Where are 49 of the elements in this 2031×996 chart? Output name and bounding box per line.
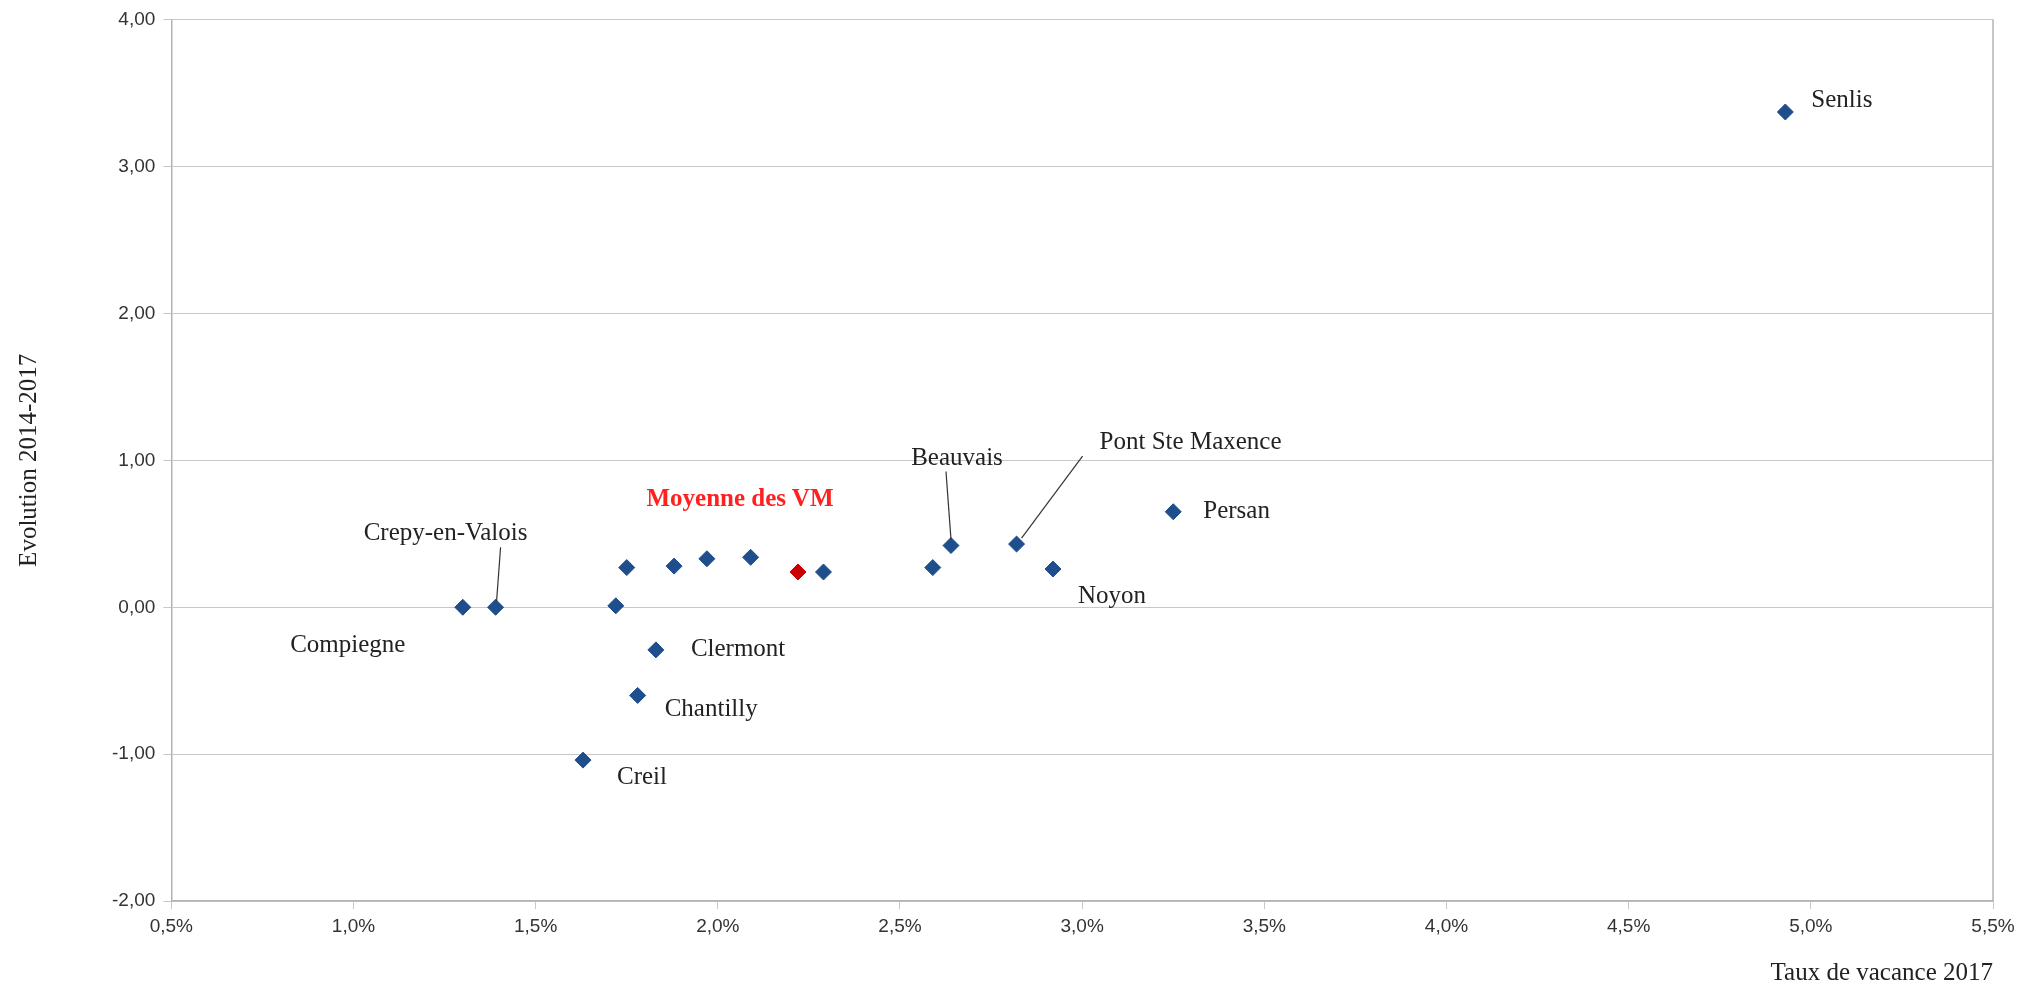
y-tick-label: 4,00 — [118, 7, 156, 29]
point — [618, 559, 636, 577]
text: Moyenne des VM — [646, 484, 834, 512]
point — [698, 550, 716, 568]
y-axis-title: Evolution 2014-2017 — [13, 353, 41, 567]
annotation: Pont Ste Maxence — [1099, 426, 1282, 454]
annotation: Chantilly — [664, 694, 759, 722]
y-tick-label: -1,00 — [111, 742, 156, 764]
annotation: Compiegne — [290, 629, 406, 657]
point — [454, 598, 472, 616]
point — [924, 559, 942, 577]
x-axis-title: Taux de vacance 2017 — [1770, 957, 1993, 985]
y-tick-label: -2,00 — [111, 889, 156, 911]
x-tick-label: 2,5% — [878, 914, 922, 936]
point — [942, 537, 960, 555]
annotation: Senlis — [1811, 84, 1873, 112]
point — [1164, 503, 1182, 521]
annotation: Persan — [1203, 496, 1271, 524]
point — [629, 686, 647, 704]
annotation: Noyon — [1078, 580, 1147, 608]
y-tick-label: 2,00 — [118, 301, 156, 323]
x-tick-label: 3,0% — [1060, 914, 1104, 936]
point — [607, 597, 625, 615]
x-tick-label: 1,5% — [513, 914, 558, 936]
x-tick-label: 2,0% — [696, 914, 740, 936]
point — [647, 641, 665, 659]
point — [1044, 560, 1062, 578]
annotation: Clermont — [690, 634, 786, 662]
point — [1008, 535, 1026, 553]
x-tick-label: 0,5% — [149, 914, 194, 936]
x-tick-label: 5,5% — [1971, 914, 2015, 936]
y-tick-label: 1,00 — [118, 448, 156, 470]
y-tick-label: 3,00 — [118, 154, 156, 176]
point — [665, 557, 683, 575]
point — [574, 751, 592, 769]
x-tick-label: 1,0% — [331, 914, 376, 936]
x-tick-label: 4,5% — [1607, 914, 1651, 936]
annotation: Crepy-en-Valois — [363, 517, 528, 545]
x-tick-label: 3,5% — [1242, 914, 1287, 936]
annotation: Beauvais — [911, 443, 1003, 471]
annotation: Creil — [617, 761, 668, 789]
y-tick-label: 0,00 — [118, 595, 156, 617]
x-tick-label: 4,0% — [1424, 914, 1469, 936]
point — [487, 598, 505, 616]
point — [814, 563, 832, 581]
point — [742, 548, 760, 566]
x-tick-label: 5,0% — [1789, 914, 1833, 936]
point — [1776, 103, 1794, 121]
point — [789, 563, 807, 581]
